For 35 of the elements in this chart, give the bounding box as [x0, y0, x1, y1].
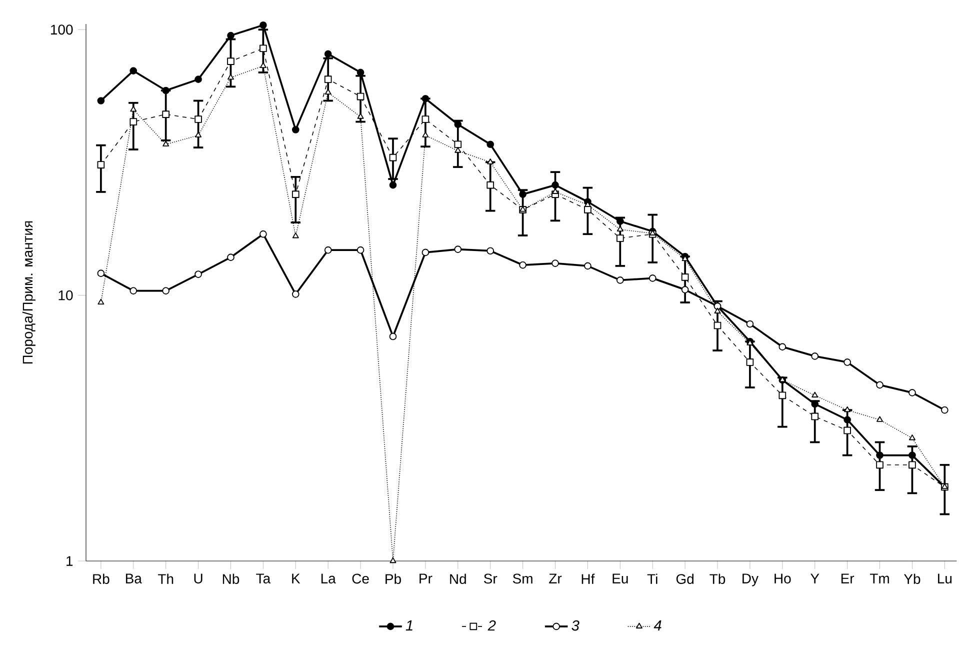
legend-label: 1: [406, 620, 412, 630]
x-tick-label: K: [292, 574, 300, 584]
x-tick-label: La: [321, 574, 336, 584]
legend-label: 4: [654, 620, 662, 630]
legend-label: 2: [488, 620, 496, 631]
x-tick-label: Sm: [512, 574, 532, 584]
x-tick-label: Lu: [938, 574, 952, 584]
x-tick-label: Pb: [386, 574, 401, 584]
y-axis-title: Порода/Прим. мантия: [22, 221, 36, 364]
x-tick-label: Ta: [256, 574, 271, 584]
x-tick-label: Tb: [710, 574, 726, 584]
x-tick-label: Er: [841, 574, 854, 584]
y-tick-label: 1: [66, 556, 73, 566]
x-tick-label: Sr: [484, 574, 498, 584]
x-tick-label: Th: [158, 574, 174, 584]
x-tick-label: Eu: [612, 574, 628, 584]
x-tick-label: Zr: [549, 574, 562, 584]
x-tick-label: Nb: [222, 574, 240, 584]
x-tick-label: Tm: [870, 574, 889, 584]
x-tick-label: Yb: [904, 574, 920, 584]
x-tick-label: Ho: [774, 574, 791, 584]
x-tick-label: Dy: [742, 574, 758, 586]
x-tick-label: Ba: [126, 574, 142, 584]
legend-label: 3: [572, 620, 580, 631]
y-tick-label: 100: [51, 24, 73, 35]
x-tick-label: Gd: [676, 574, 694, 584]
x-tick-label: Rb: [93, 574, 110, 584]
x-tick-label: Ti: [647, 574, 658, 584]
y-tick-label: 10: [58, 290, 73, 300]
x-tick-label: Nd: [450, 574, 466, 584]
x-tick-label: Ce: [352, 574, 369, 584]
x-tick-label: U: [194, 574, 202, 584]
x-tick-label: Hf: [582, 574, 595, 584]
x-tick-label: Y: [810, 574, 820, 584]
x-tick-label: Pr: [420, 574, 432, 584]
